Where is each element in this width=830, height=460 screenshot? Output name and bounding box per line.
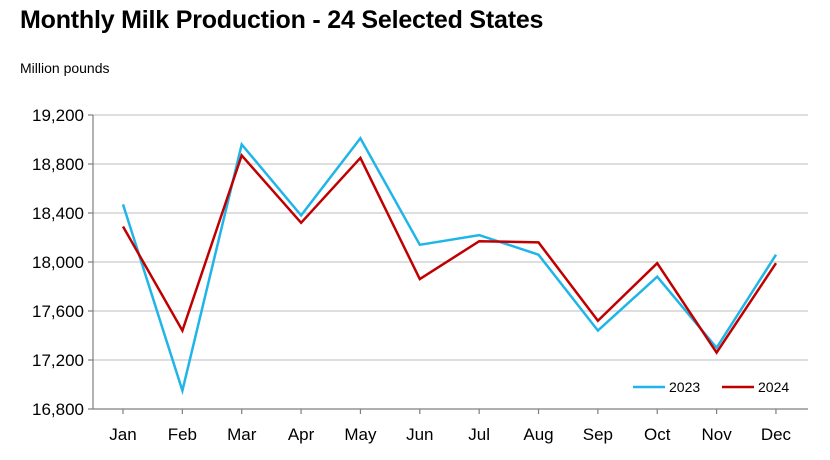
y-tick-label: 18,400 (32, 204, 84, 223)
y-axis-unit-label: Million pounds (20, 60, 110, 76)
y-tick-label: 17,200 (32, 351, 84, 370)
y-tick-label: 17,600 (32, 302, 84, 321)
series-lines (121, 136, 778, 396)
x-tick-label-mar: Mar (227, 425, 257, 444)
y-tick-label: 18,000 (32, 253, 84, 272)
x-tick-label-jun: Jun (406, 425, 433, 444)
legend-label-2024: 2024 (758, 379, 789, 395)
x-tick-label-aug: Aug (523, 425, 553, 444)
y-tick-label: 19,200 (32, 106, 84, 125)
x-tick-label-jul: Jul (468, 425, 490, 444)
chart-title: Monthly Milk Production - 24 Selected St… (20, 6, 544, 34)
x-tick-label-sep: Sep (583, 425, 613, 444)
series-line-2023 (121, 136, 778, 396)
x-tick-label-nov: Nov (701, 425, 732, 444)
gridlines (93, 114, 808, 361)
x-tick-label-apr: Apr (288, 425, 315, 444)
x-axis-ticks: Jan Feb Mar Apr May Jun Jul Aug Sep Oct Nov Dec (109, 409, 792, 444)
legend: 2023 2024 (633, 379, 789, 395)
series-line-2024 (121, 152, 778, 355)
legend-label-2023: 2023 (669, 379, 700, 395)
x-tick-label-dec: Dec (761, 425, 792, 444)
y-tick-label: 16,800 (32, 400, 84, 419)
x-tick-label-may: May (344, 425, 377, 444)
x-tick-label-feb: Feb (168, 425, 197, 444)
x-tick-label-oct: Oct (644, 425, 671, 444)
x-tick-label-jan: Jan (109, 425, 136, 444)
y-axis-ticks: 16,800 17,200 17,600 18,000 18,400 18,800 19,2… (32, 106, 93, 419)
y-tick-label: 18,800 (32, 155, 84, 174)
